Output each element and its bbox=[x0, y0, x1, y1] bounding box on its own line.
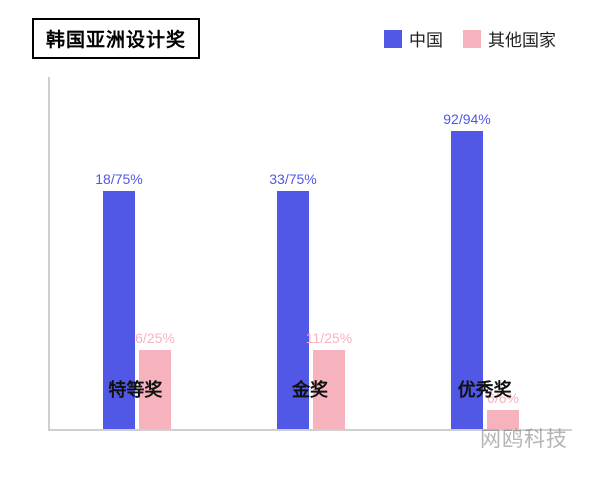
bar-other-2: 6/6% bbox=[487, 410, 519, 429]
legend-swatch-china bbox=[384, 30, 402, 48]
legend-label-other: 其他国家 bbox=[488, 26, 556, 51]
legend-label-china: 中国 bbox=[409, 26, 443, 51]
x-label-2: 优秀奖 bbox=[435, 376, 535, 402]
x-label-1: 金奖 bbox=[260, 376, 360, 402]
legend-item-other: 其他国家 bbox=[463, 26, 556, 51]
legend: 中国 其他国家 bbox=[384, 26, 556, 51]
x-label-0: 特等奖 bbox=[85, 376, 185, 402]
bar-label-china-0: 18/75% bbox=[95, 171, 142, 187]
bar-label-china-2: 92/94% bbox=[443, 111, 490, 127]
chart-title: 韩国亚洲设计奖 bbox=[32, 18, 200, 59]
bar-label-other-1: 11/25% bbox=[306, 330, 352, 346]
legend-item-china: 中国 bbox=[384, 26, 443, 51]
legend-swatch-other bbox=[463, 30, 481, 48]
x-axis-labels: 特等奖 金奖 优秀奖 bbox=[48, 376, 572, 402]
bar-label-other-0: 6/25% bbox=[135, 330, 175, 346]
bar-label-china-1: 33/75% bbox=[269, 171, 316, 187]
